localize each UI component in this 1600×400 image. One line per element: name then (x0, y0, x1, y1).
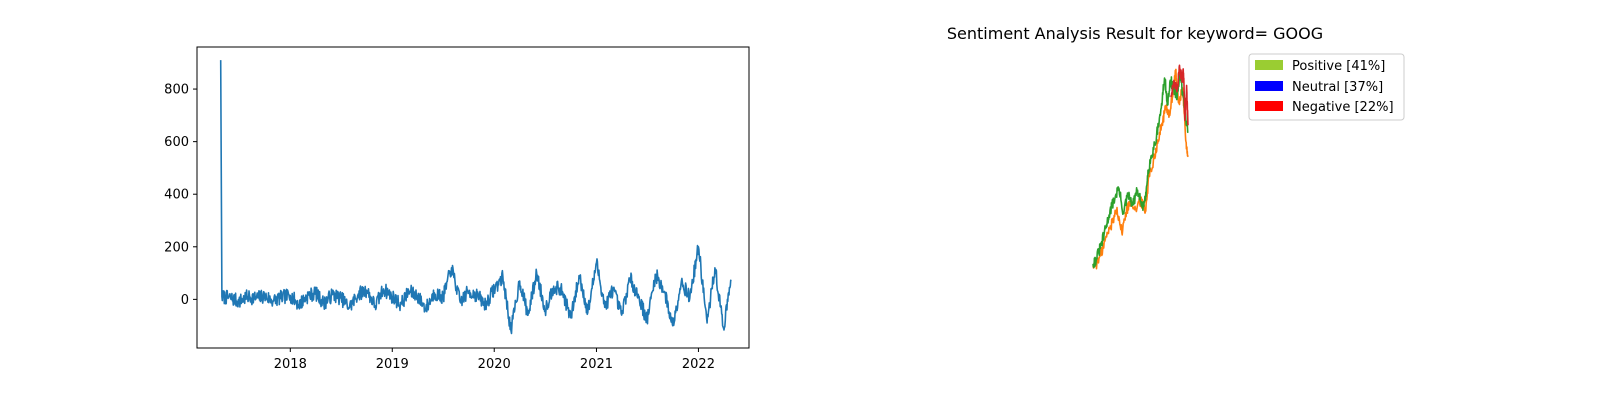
left-x-axis: 2018 2019 2020 2021 2022 (274, 348, 715, 372)
series-line (219, 60, 732, 335)
sentiment-chart: Sentiment Analysis Result for keyword= G… (947, 24, 1405, 270)
legend-label-negative: Negative [22%] (1292, 100, 1394, 115)
left-y-axis: 0 200 400 600 800 (164, 83, 197, 308)
legend-swatch-negative (1255, 101, 1283, 111)
x-tick-label: 2019 (376, 357, 409, 372)
sentiment-series-layer (1092, 64, 1189, 270)
legend-swatch-neutral (1255, 81, 1283, 91)
sentiment-series-line (1170, 64, 1189, 126)
legend-label-positive: Positive [41%] (1292, 59, 1385, 74)
sentiment-series-line (1092, 72, 1189, 269)
legend-swatch-positive (1255, 60, 1283, 70)
x-tick-label: 2021 (580, 357, 613, 372)
y-tick-label: 600 (164, 135, 189, 150)
x-tick-label: 2022 (682, 357, 715, 372)
left-series-layer (219, 60, 732, 335)
left-plot-frame (196, 46, 750, 349)
sentiment-legend: Positive [41%] Neutral [37%] Negative [2… (1248, 53, 1405, 121)
y-tick-label: 200 (164, 240, 189, 255)
legend-frame (1248, 53, 1405, 121)
y-tick-label: 400 (164, 188, 189, 203)
x-tick-label: 2020 (478, 357, 511, 372)
sentiment-chart-title: Sentiment Analysis Result for keyword= G… (947, 24, 1323, 43)
sentiment-series-line (1092, 68, 1189, 270)
y-tick-label: 800 (164, 83, 189, 98)
left-line-chart: 0 200 400 600 800 2018 2019 2020 2021 2022 (164, 46, 750, 372)
x-tick-label: 2018 (274, 357, 307, 372)
legend-label-neutral: Neutral [37%] (1292, 80, 1383, 95)
y-tick-label: 0 (181, 293, 189, 308)
